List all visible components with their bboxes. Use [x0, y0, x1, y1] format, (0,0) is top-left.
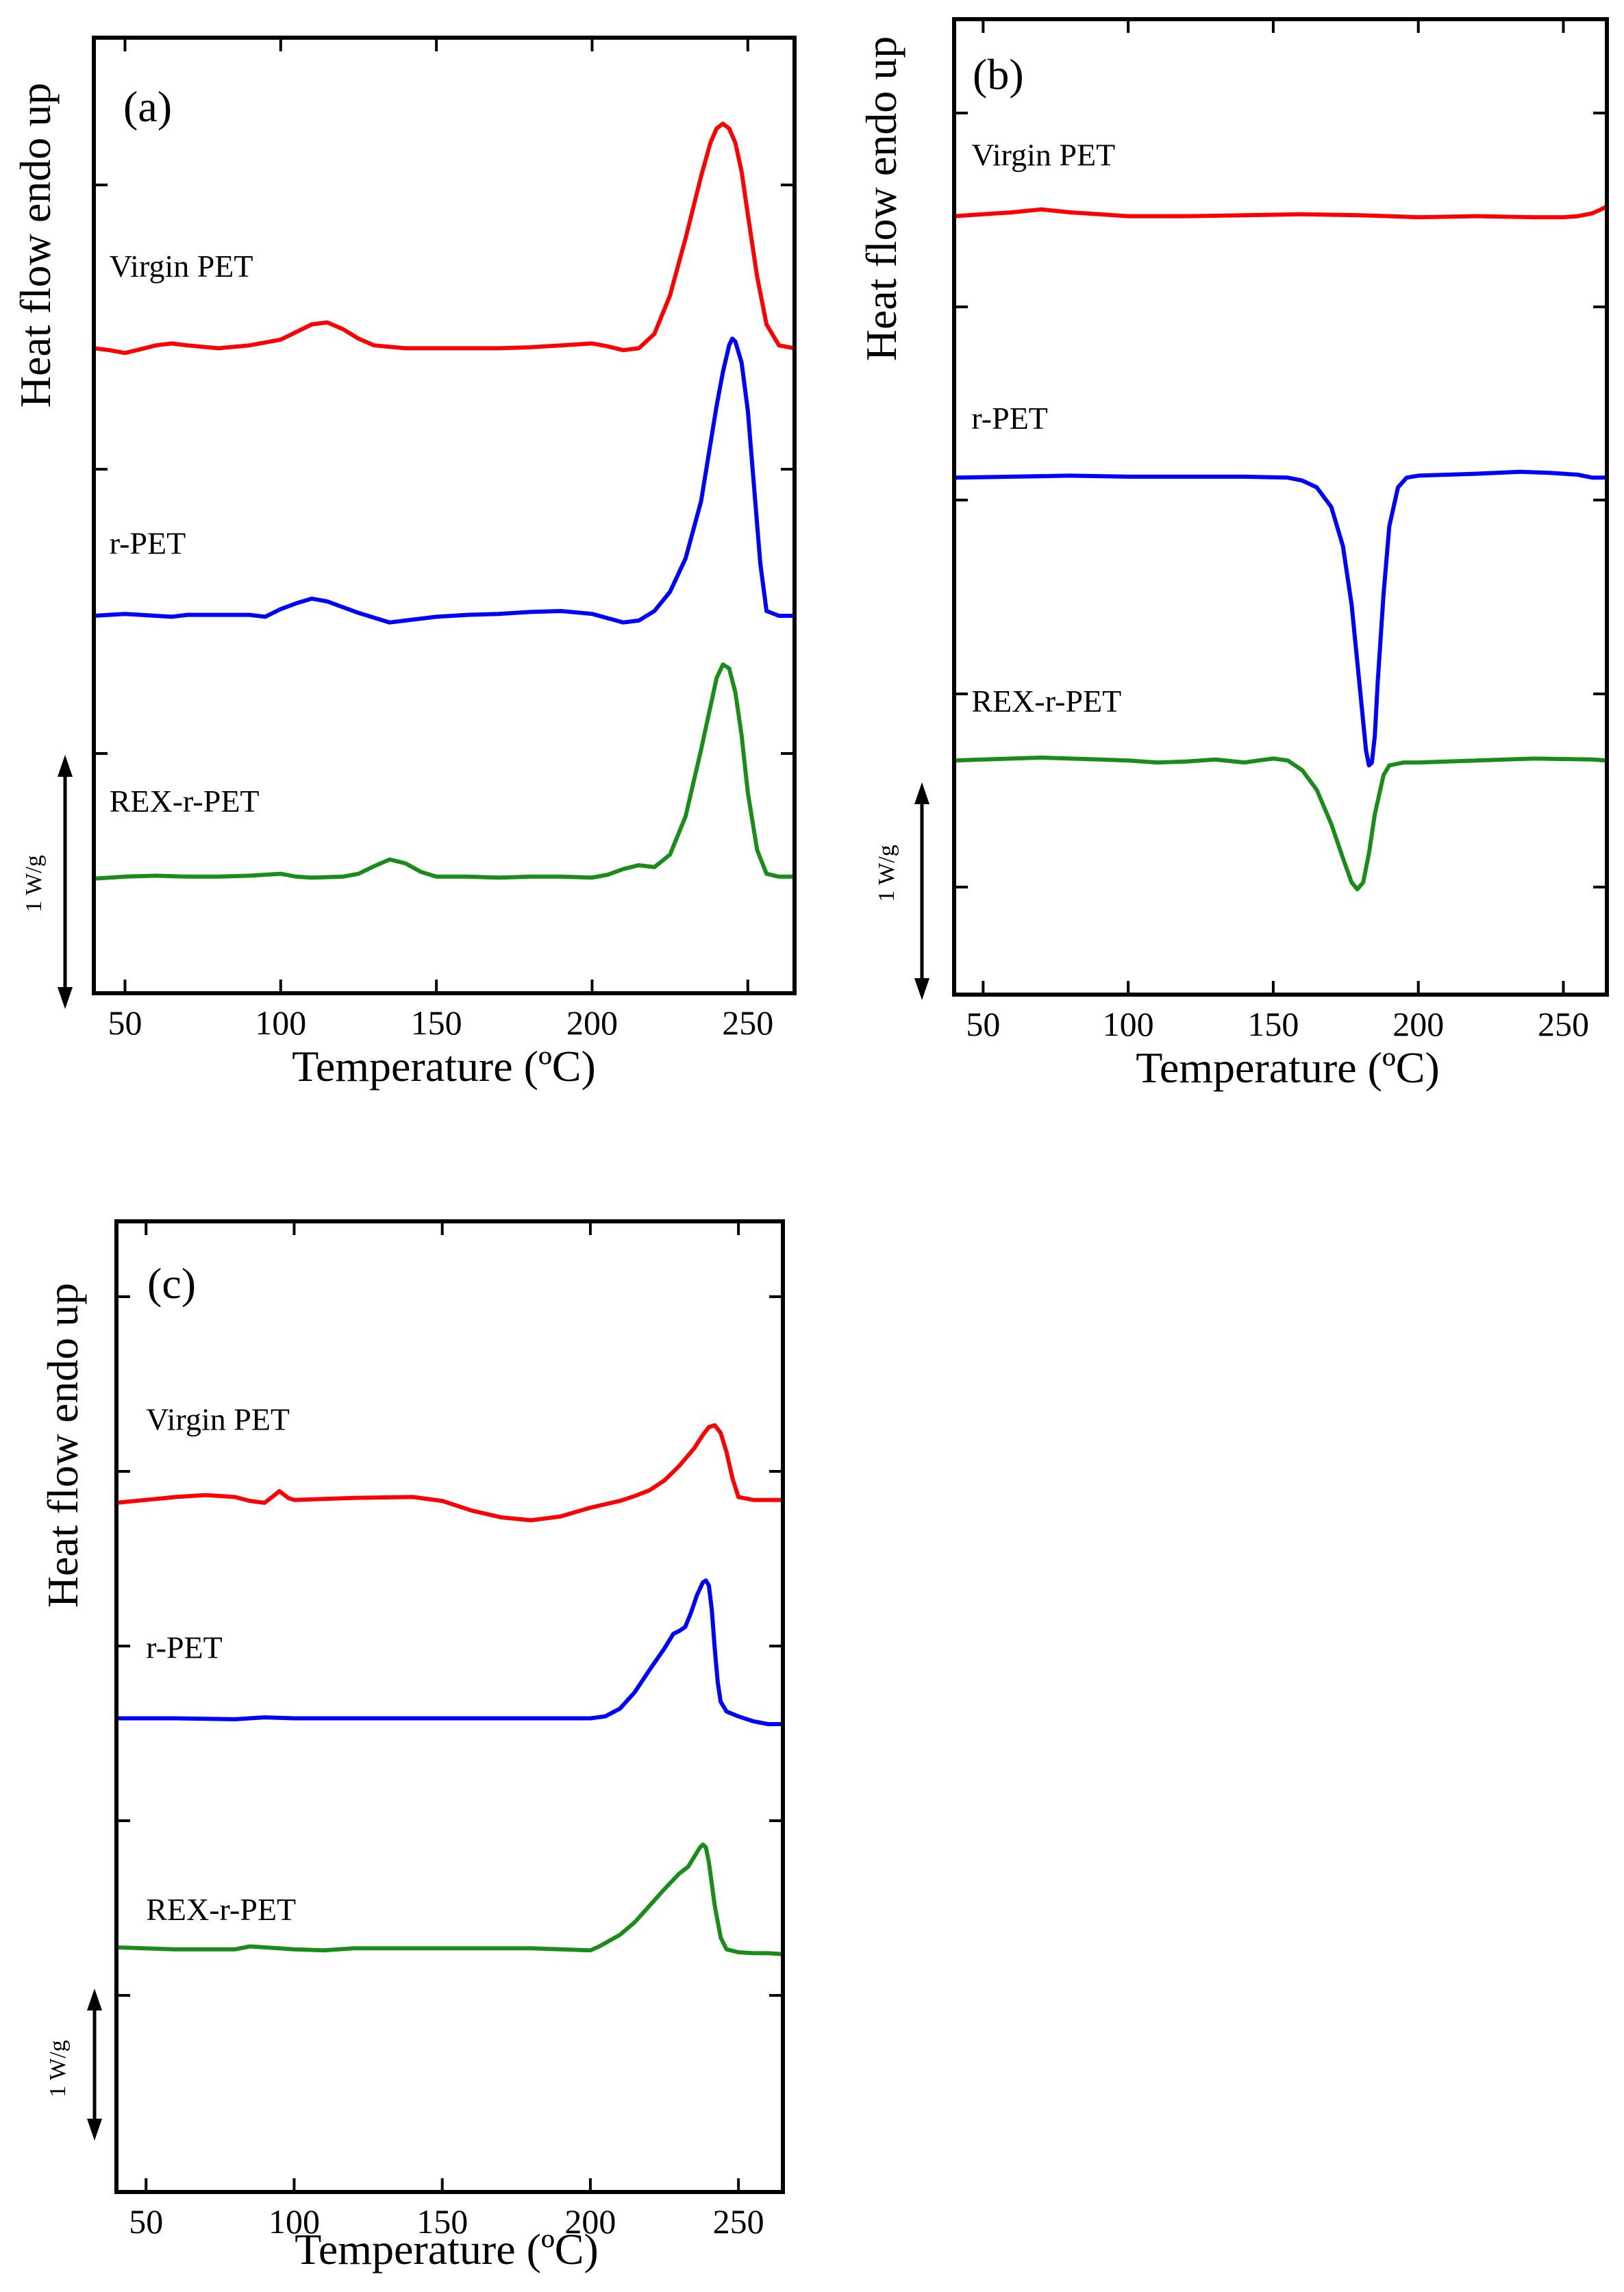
- panel-c-xlabel: Temperature (ºC): [295, 2225, 599, 2274]
- panel-a-series-labels: Virgin PET r-PET REX-r-PET: [110, 249, 260, 819]
- panel-a-xticks: 50 100 150 200 250: [108, 38, 773, 1042]
- panel-a-xlabel: Temperature (ºC): [292, 1042, 596, 1091]
- series-label-virgin-pet: Virgin PET: [110, 249, 253, 284]
- panel-c-xtick-label: 250: [713, 2202, 764, 2241]
- panel-c-curves: [114, 1423, 785, 1956]
- series-label-rex-r-pet: REX-r-PET: [146, 1892, 296, 1927]
- panel-c-xtick-label: 100: [268, 2202, 320, 2241]
- panel-a-xtick-label: 200: [566, 1004, 618, 1042]
- panel-b: Heat flow endo up 50 100 150 200 250 Virgin …: [857, 17, 1609, 1092]
- panel-c-frame: [114, 1219, 785, 2194]
- series-label-rex-r-pet: REX-r-PET: [971, 684, 1121, 719]
- panel-a: Heat flow endo up 50 100 150 200 250 Virgin …: [11, 36, 797, 1091]
- series-label-virgin-pet: Virgin PET: [971, 138, 1115, 173]
- panel-b-xtick-label: 200: [1392, 1005, 1444, 1043]
- panel-c-xticks: 50 100 150 200 250: [129, 1221, 764, 2241]
- panel-a-yticks: [94, 184, 795, 755]
- panel-b-xtick-label: 100: [1103, 1005, 1154, 1043]
- series-line-rex-r-pet: [114, 1842, 785, 1956]
- panel-c-yticks: [116, 1295, 783, 1997]
- panel-b-curves: [952, 204, 1609, 892]
- panel-b-xtick-label: 250: [1538, 1005, 1589, 1043]
- scale-bar-label: 1 W/g: [45, 2040, 71, 2097]
- series-line-virgin-pet: [952, 204, 1609, 220]
- panel-a-xtick-label: 100: [255, 1004, 306, 1042]
- series-line-rex-r-pet: [92, 662, 797, 881]
- panel-c-series-labels: Virgin PET r-PET REX-r-PET: [146, 1402, 296, 1928]
- arrow-up-icon: [914, 782, 929, 804]
- panel-b-xticks: 50 100 150 200 250: [966, 19, 1589, 1043]
- panel-c-xtick-label: 150: [416, 2202, 468, 2241]
- panel-a-label: (a): [123, 82, 172, 131]
- panel-b-xtick-label: 150: [1247, 1005, 1299, 1043]
- arrow-up-icon: [87, 1989, 102, 2010]
- panel-c-label: (c): [147, 1259, 196, 1308]
- panel-a-scale-bar: 1 W/g: [21, 755, 73, 1009]
- scale-bar-label: 1 W/g: [874, 845, 899, 901]
- panel-b-ylabel: Heat flow endo up: [857, 36, 905, 362]
- arrow-down-icon: [58, 987, 73, 1009]
- panel-c: Heat flow endo up 50 100 150 200 250 Virgin …: [38, 1219, 785, 2274]
- panel-a-xtick-label: 50: [108, 1004, 142, 1042]
- panel-c-scale-bar: 1 W/g: [45, 1989, 102, 2141]
- panel-c-xtick-label: 200: [564, 2202, 616, 2241]
- panel-b-scale-bar: 1 W/g: [874, 782, 929, 1000]
- panel-c-ylabel: Heat flow endo up: [38, 1283, 87, 1608]
- panel-a-ylabel: Heat flow endo up: [11, 83, 60, 408]
- panel-a-frame: [92, 36, 797, 995]
- arrow-down-icon: [87, 2119, 102, 2141]
- series-label-r-pet: r-PET: [971, 401, 1048, 436]
- panel-a-curves: [92, 121, 797, 881]
- series-label-r-pet: r-PET: [110, 525, 186, 560]
- scale-bar-label: 1 W/g: [21, 855, 47, 912]
- series-line-rex-r-pet: [952, 756, 1609, 892]
- series-line-r-pet: [92, 336, 797, 625]
- panel-b-xtick-label: 50: [966, 1005, 1000, 1043]
- series-label-rex-r-pet: REX-r-PET: [110, 784, 260, 819]
- panel-c-xtick-label: 50: [129, 2202, 163, 2241]
- arrow-down-icon: [914, 978, 929, 1000]
- panel-b-series-labels: Virgin PET r-PET REX-r-PET: [971, 138, 1121, 719]
- series-label-r-pet: r-PET: [146, 1630, 223, 1665]
- panel-b-frame: [952, 17, 1609, 997]
- panel-b-xlabel: Temperature (ºC): [1136, 1043, 1440, 1092]
- series-line-r-pet: [114, 1578, 785, 1726]
- series-label-virgin-pet: Virgin PET: [146, 1402, 290, 1437]
- panel-b-label: (b): [973, 50, 1024, 99]
- panel-a-xtick-label: 250: [722, 1004, 773, 1042]
- panel-a-xtick-label: 150: [411, 1004, 462, 1042]
- series-line-virgin-pet: [92, 121, 797, 356]
- panel-b-yticks: [954, 112, 1607, 888]
- arrow-up-icon: [58, 755, 73, 777]
- series-line-virgin-pet: [114, 1423, 785, 1523]
- series-line-r-pet: [952, 469, 1609, 768]
